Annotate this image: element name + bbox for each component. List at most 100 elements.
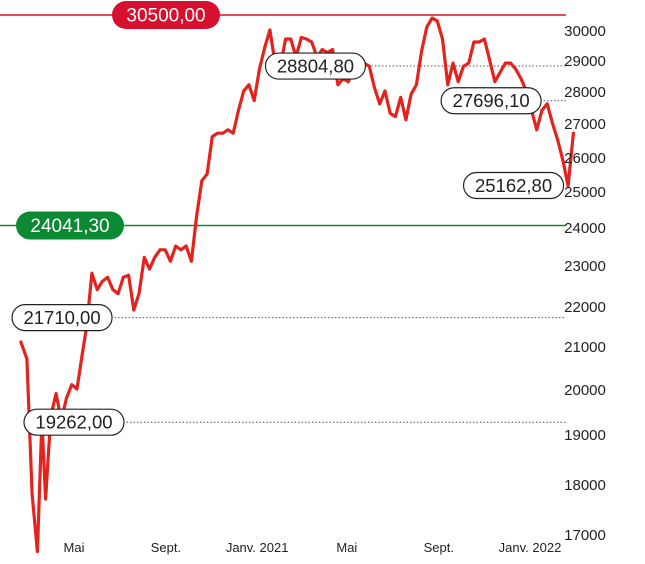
data-point [258, 67, 261, 71]
annotation-label: 28804,80 [277, 56, 354, 77]
data-point [545, 102, 549, 106]
data-point [226, 128, 230, 132]
data-point [289, 37, 293, 41]
data-point [137, 292, 141, 296]
data-point [111, 288, 115, 291]
data-point [142, 256, 146, 259]
data-point [231, 131, 235, 135]
data-point [200, 179, 204, 183]
data-point [409, 92, 413, 96]
annotation-pill [11, 304, 113, 332]
data-point [367, 64, 371, 68]
y-tick-label: 30000 [564, 23, 606, 40]
data-point [503, 61, 507, 65]
data-point [310, 40, 314, 44]
data-point [190, 259, 193, 263]
data-point [477, 40, 481, 44]
annotation-label: 25162,80 [475, 175, 552, 196]
data-point [80, 353, 84, 356]
y-tick-label: 27000 [564, 116, 606, 133]
data-point [430, 16, 434, 20]
data-point [299, 36, 303, 39]
data-point [163, 248, 167, 252]
x-tick-label: Sept. [424, 540, 454, 555]
reference-label: 30500,00 [126, 6, 205, 27]
data-point [456, 80, 460, 84]
y-tick-label: 21000 [564, 339, 606, 356]
data-point [514, 67, 518, 71]
data-point [65, 396, 68, 400]
data-point [101, 280, 104, 283]
reference-label-pill [16, 211, 124, 240]
y-tick-label: 26000 [564, 150, 606, 167]
y-tick-label: 28000 [564, 84, 606, 101]
data-point [54, 392, 58, 395]
data-point [268, 28, 272, 32]
data-point [305, 37, 308, 41]
annotation-labels: 28804,80 27696,10 25162,80 21710,00 19262,00 [11, 52, 565, 436]
data-point [263, 46, 266, 50]
data-point [169, 259, 172, 263]
data-point [441, 37, 444, 41]
data-point [216, 131, 219, 135]
data-point [415, 83, 418, 87]
data-point [221, 131, 225, 135]
data-point [19, 340, 23, 344]
data-point [420, 49, 423, 53]
annotation-pill [462, 171, 565, 200]
data-point [493, 80, 497, 84]
data-point [566, 184, 570, 188]
data-point [346, 80, 350, 84]
data-point [25, 357, 29, 361]
data-point [184, 244, 188, 248]
x-tick-label: Janv. 2022 [499, 540, 562, 555]
data-point [210, 135, 214, 139]
data-point [388, 112, 392, 115]
y-axis-ticks: 17000 18000 19000 20000 21000 22000 23000 24000… [564, 23, 606, 544]
data-point [121, 275, 125, 279]
y-tick-label: 22000 [564, 299, 606, 316]
data-point [472, 40, 476, 44]
data-point [158, 248, 162, 252]
reference-lines: 30500,00 24041,30 [0, 1, 566, 240]
data-point [394, 115, 397, 118]
data-point [462, 64, 465, 68]
data-point [551, 121, 554, 125]
data-point [572, 131, 575, 135]
y-tick-label: 19000 [564, 427, 606, 444]
data-point [535, 128, 539, 132]
data-point [30, 492, 34, 496]
data-point [95, 288, 99, 291]
data-point [247, 83, 251, 87]
annotation-label: 21710,00 [23, 307, 100, 328]
data-point [519, 77, 523, 80]
data-point [451, 61, 455, 65]
data-point [509, 61, 512, 65]
data-point [127, 273, 130, 277]
gridlines [62, 65, 566, 423]
x-axis-ticks: Mai Sept. Janv. 2021 Mai Sept. Janv. 2022 [64, 540, 562, 555]
data-point [179, 248, 183, 252]
data-point [331, 48, 334, 51]
data-point [116, 292, 120, 296]
y-tick-label: 23000 [564, 258, 606, 275]
data-point [195, 214, 199, 218]
data-point [90, 271, 94, 275]
data-point [399, 96, 403, 99]
x-tick-label: Sept. [151, 540, 181, 555]
x-tick-label: Mai [336, 540, 357, 555]
data-point [383, 89, 387, 93]
y-tick-label: 25000 [564, 184, 606, 201]
data-point [467, 61, 471, 65]
data-point [540, 108, 544, 112]
data-point [556, 138, 560, 142]
data-point [561, 159, 565, 162]
data-point [373, 86, 376, 90]
data-point [252, 99, 256, 102]
data-point [284, 37, 287, 41]
data-point [44, 497, 47, 501]
data-point [446, 83, 450, 87]
y-tick-label: 17000 [564, 527, 606, 544]
data-point [425, 25, 429, 29]
data-point [148, 267, 151, 271]
